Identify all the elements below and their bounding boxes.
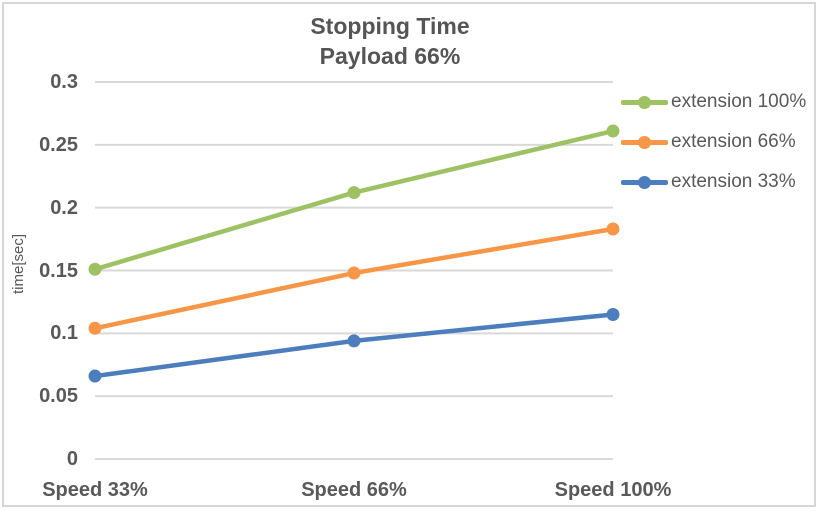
data-point-extension-100- <box>606 124 620 138</box>
chart-title-line1: Stopping Time <box>310 13 470 39</box>
chart-title: Stopping Time Payload 66% <box>0 11 780 71</box>
y-tick-label: 0.3 <box>50 71 78 93</box>
y-tick-label: 0.1 <box>50 322 78 345</box>
x-axis-label: Speed 66% <box>301 479 407 501</box>
data-point-extension-66- <box>88 321 102 335</box>
legend-dot-icon <box>638 135 651 149</box>
chart-title-line2: Payload 66% <box>319 43 461 69</box>
legend-dot-icon <box>638 95 651 109</box>
data-point-extension-33- <box>606 307 620 321</box>
legend-item: extension 100% <box>621 88 806 116</box>
y-tick-label: 0.2 <box>50 196 78 219</box>
legend-marker-icon <box>621 175 668 189</box>
data-point-extension-100- <box>347 186 361 200</box>
x-axis-label: Speed 33% <box>42 479 148 501</box>
data-point-extension-33- <box>88 369 102 383</box>
y-tick-label: 0.05 <box>39 385 78 408</box>
y-tick-label: 0.25 <box>39 133 78 156</box>
data-point-extension-66- <box>347 266 361 280</box>
data-point-extension-66- <box>606 222 620 236</box>
legend-label: extension 33% <box>671 171 796 192</box>
y-axis-title: time[sec] <box>10 234 27 295</box>
series-line-extension-100- <box>92 128 616 272</box>
data-point-extension-100- <box>88 262 102 276</box>
legend-label: extension 100% <box>671 91 807 112</box>
legend-label: extension 66% <box>671 131 796 152</box>
y-tick-label: 0 <box>66 448 78 470</box>
data-point-extension-33- <box>347 334 361 348</box>
legend-item: extension 66% <box>621 128 796 156</box>
y-tick-label: 0.15 <box>39 259 78 282</box>
legend-marker-icon <box>621 135 668 149</box>
legend-marker-icon <box>621 95 668 109</box>
legend-item: extension 33% <box>621 168 796 196</box>
x-axis-label: Speed 100% <box>554 479 672 501</box>
legend-dot-icon <box>638 175 651 189</box>
